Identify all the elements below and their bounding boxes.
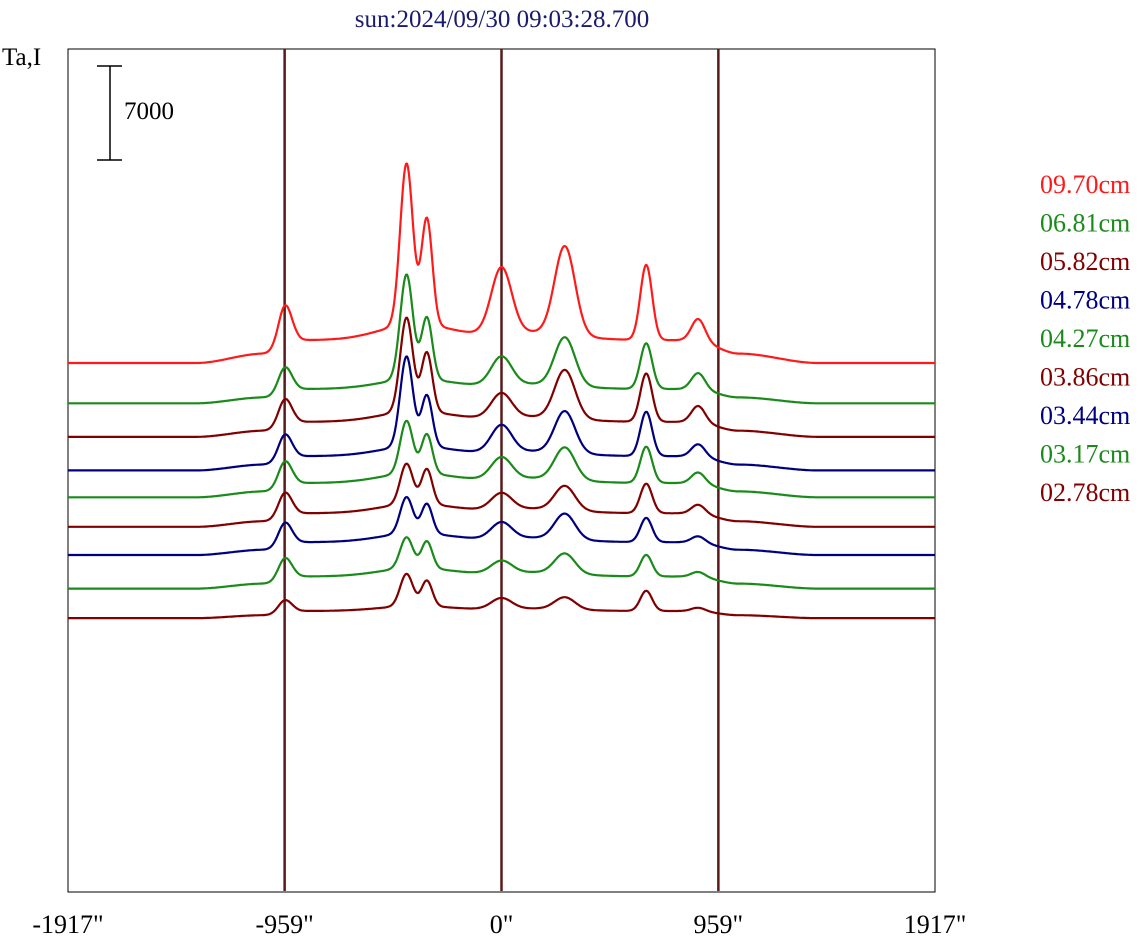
series-line-03.44cm	[67, 496, 936, 557]
chart-title: sun:2024/09/30 09:03:28.700	[355, 6, 649, 33]
x-tick-label: -1917"	[32, 910, 103, 939]
series-line-03.86cm	[67, 462, 936, 528]
legend-entry: 02.78cm	[1040, 478, 1130, 507]
legend-entry: 04.78cm	[1040, 286, 1130, 315]
series-line-02.78cm	[67, 572, 936, 620]
legend-entry: 05.82cm	[1040, 247, 1130, 276]
series-line-09.70cm	[67, 162, 936, 365]
series-line-06.81cm	[67, 273, 936, 405]
legend-entry: 09.70cm	[1040, 170, 1130, 199]
series-line-04.78cm	[67, 355, 936, 472]
legend-entry: 03.86cm	[1040, 363, 1130, 392]
series-line-03.17cm	[67, 536, 936, 590]
series-traces	[67, 162, 936, 620]
series-line-05.82cm	[67, 316, 936, 438]
legend-entry: 06.81cm	[1040, 209, 1130, 238]
scale-bar-label: 7000	[124, 98, 174, 125]
legend-entry: 04.27cm	[1040, 324, 1130, 353]
scale-bar: 7000	[97, 65, 174, 161]
series-line-04.27cm	[67, 419, 936, 499]
y-axis-label: Ta,I	[2, 44, 41, 71]
legend-entry: 03.44cm	[1040, 401, 1130, 430]
x-tick-labels: -1917" -959" 0" 959" 1917"	[32, 910, 966, 939]
x-tick-label: 959"	[694, 910, 744, 939]
x-tick-label: 0"	[490, 910, 514, 939]
x-tick-label: -959"	[255, 910, 313, 939]
x-tick-label: 1917"	[904, 910, 967, 939]
reference-lines	[283, 49, 720, 891]
legend-entry: 03.17cm	[1040, 440, 1130, 469]
legend: 09.70cm 06.81cm 05.82cm 04.78cm 04.27cm 03.86…	[1040, 170, 1130, 507]
